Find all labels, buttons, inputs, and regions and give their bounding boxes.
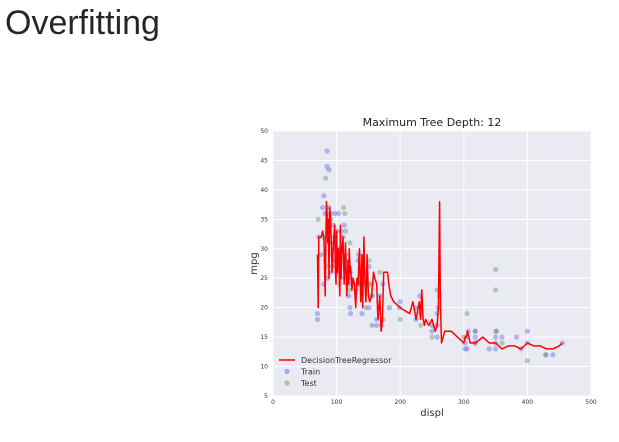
y-tick-label: 20 [260,305,268,312]
train-point [550,352,556,358]
test-point [315,216,321,222]
x-tick-label: 300 [458,399,470,406]
test-point [342,210,348,217]
x-tick-label: 0 [271,399,275,406]
train-point [472,328,478,334]
slide-title: Overfitting [5,4,160,42]
train-point [332,210,338,217]
x-tick-label: 100 [331,399,343,406]
train-point [335,210,342,217]
x-tick-label: 200 [394,399,406,406]
y-tick-label: 50 [260,128,268,135]
y-tick-label: 40 [260,187,268,194]
legend-label: Train [300,368,320,377]
series-lines [316,200,563,350]
train-point [397,299,403,305]
train-point [472,334,478,340]
legend-point-marker [284,368,290,375]
test-point [340,204,347,211]
tick-labels: 0 100 200 300 400 500 5 10 15 20 25 30 35 40 45 50 [260,128,597,406]
y-axis-label: mpg [249,252,260,274]
test-point [323,175,329,181]
legend: DecisionTreeRegressor Train Test [279,356,392,388]
test-point [493,328,499,334]
y-tick-label: 45 [260,157,268,164]
train-point [341,222,347,228]
test-point [397,316,403,323]
y-tick-label: 35 [260,216,268,223]
legend-label: DecisionTreeRegressor [301,356,392,365]
train-point [499,334,505,340]
test-point [363,305,369,311]
train-point [326,167,332,173]
test-point [346,287,352,293]
legend-label: Test [300,379,317,388]
train-point [543,352,549,358]
decision-tree-line [316,200,563,350]
test-point [429,334,435,340]
train-point [374,322,380,328]
train-point [493,328,499,334]
test-point [493,266,499,272]
test-point [342,228,349,234]
train-point [314,316,321,323]
test-point [493,287,499,293]
chart-title: Maximum Tree Depth: 12 [363,116,502,129]
legend-point-marker [284,380,290,386]
test-point [464,310,470,317]
train-point [369,322,375,328]
grid [272,130,592,397]
y-tick-label: 30 [260,246,268,253]
y-tick-label: 15 [260,334,268,341]
train-point [314,310,321,317]
test-point [472,328,478,334]
test-point [524,358,531,364]
train-point [366,305,372,311]
test-point [499,340,505,346]
train-point [493,346,499,352]
train-point [462,346,468,352]
x-tick-label: 400 [522,399,534,406]
train-point [386,305,392,311]
train-point [324,163,330,169]
train-point [429,328,435,334]
train-point [359,310,365,317]
train-point [320,204,326,211]
train-point [513,334,520,340]
test-point [417,322,424,328]
train-point [524,328,531,334]
train-point [321,193,327,199]
y-tick-label: 10 [260,364,268,371]
x-tick-label: 500 [585,399,597,406]
train-point [486,346,492,352]
train-point [434,334,440,340]
train-point [347,310,354,317]
y-tick-label: 25 [260,275,268,282]
train-point [464,346,470,352]
y-tick-label: 5 [264,393,268,400]
train-point [347,305,353,311]
x-axis-label: displ [420,408,443,419]
test-point [377,269,383,275]
train-point [493,334,499,340]
test-point [543,352,549,358]
test-point [347,240,353,246]
train-point [324,148,330,154]
